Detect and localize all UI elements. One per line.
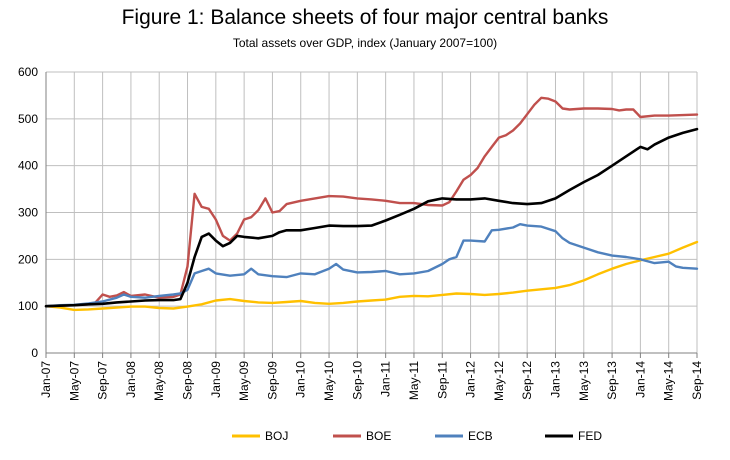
chart-subtitle: Total assets over GDP, index (January 20… [232,36,498,50]
x-tick-label: May-08 [152,361,166,401]
x-tick-label: Jan-11 [379,361,393,397]
series-line-boj [44,240,699,312]
x-tick-label: Sep-14 [690,361,704,400]
series-lines [44,96,699,312]
legend: BOJ BOE ECB FED [232,429,602,443]
x-tick-label: Jan-14 [633,361,647,398]
legend-label-boe: BOE [366,429,391,443]
y-tick-label: 600 [18,65,38,79]
legend-label-ecb: ECB [468,429,493,443]
x-tick-label: Sep-08 [181,361,195,400]
x-tick-label: May-09 [237,361,251,401]
x-tick-label: Sep-09 [265,361,279,400]
y-tick-label: 100 [18,299,38,313]
y-tick-label: 0 [31,346,38,360]
axes: 0 100 200 300 400 500 600 Jan-07 May-07 Sep-07 Jan… [18,65,704,401]
x-tick-label: Sep-11 [435,361,449,399]
chart-title: Figure 1: Balance sheets of four major c… [121,6,609,29]
x-tick-label: Sep-13 [605,361,619,400]
series-line-fed [44,127,699,308]
x-tick-label: Jan-13 [548,361,562,398]
x-tick-label: Sep-07 [96,361,110,400]
series-line-boe [44,96,699,308]
x-tick-label: Jan-12 [464,361,478,398]
x-tick-label: Sep-10 [350,361,364,400]
y-tick-label: 200 [18,252,38,266]
x-tick-label: May-13 [577,361,591,401]
y-tick-label: 500 [18,112,38,126]
x-tick-label: Jan-10 [294,361,308,398]
series-line-ecb [44,223,699,308]
x-tick-label: Sep-12 [520,361,534,400]
x-tick-label: May-07 [67,361,81,401]
legend-label-boj: BOJ [265,429,288,443]
x-tick-label: Jan-08 [124,361,138,398]
x-tick-label: Jan-09 [209,361,223,398]
y-tick-label: 300 [18,206,38,220]
y-tick-label: 400 [18,159,38,173]
x-tick-label: May-11 [407,361,421,400]
x-tick-label: May-12 [492,361,506,401]
legend-label-fed: FED [578,429,602,443]
grid [45,71,698,353]
x-tick-label: Jan-07 [39,361,53,398]
x-tick-label: May-10 [322,361,336,401]
x-tick-label: May-14 [662,361,676,401]
